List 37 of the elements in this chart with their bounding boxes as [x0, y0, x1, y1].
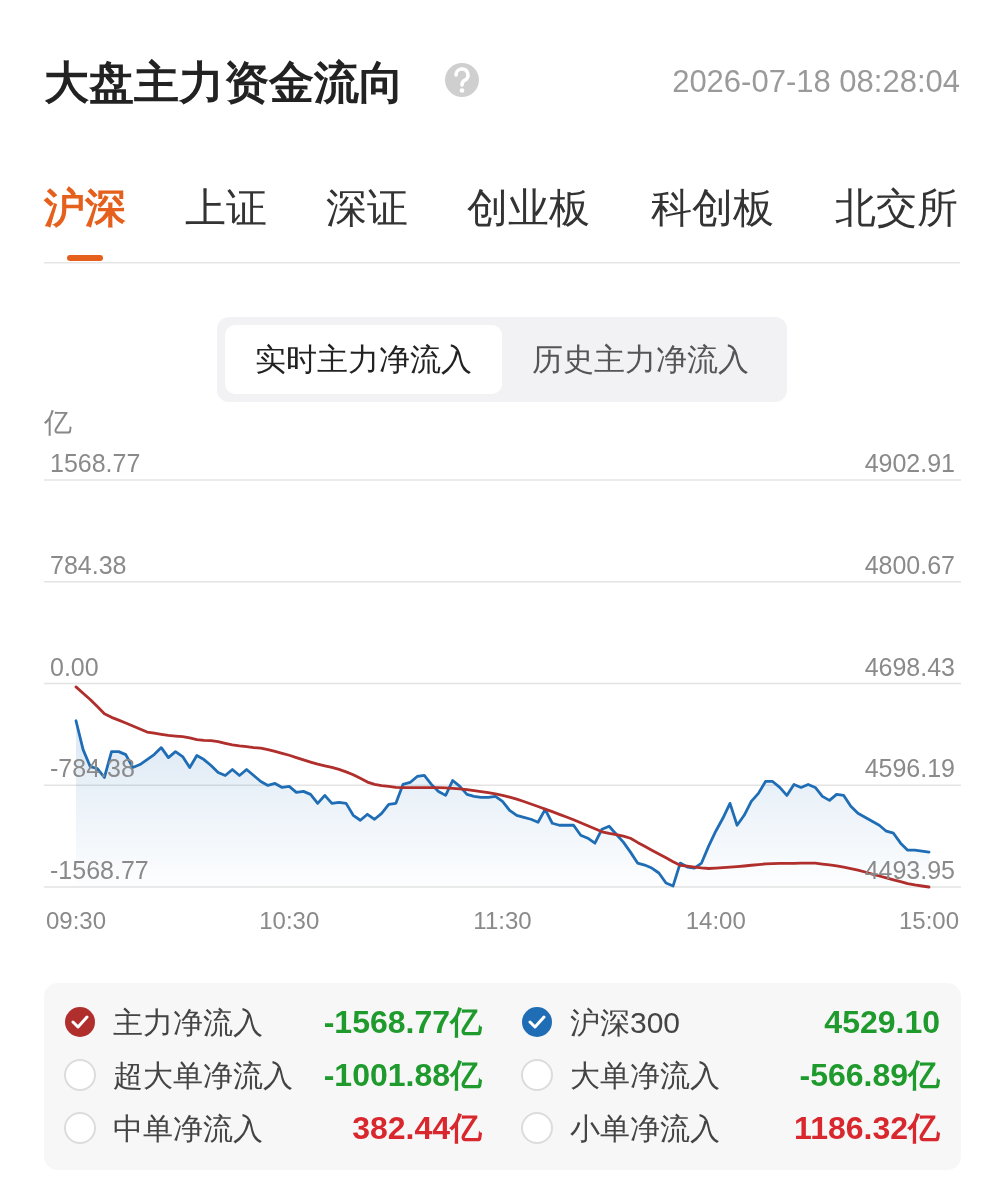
y2-tick-label: 4800.67 — [864, 550, 955, 579]
text: 上证 — [185, 185, 267, 231]
chart-title: 大盘主力资金流向 — [44, 57, 404, 108]
x-tick-label: 14:00 — [685, 907, 746, 934]
text: -566.89亿 — [799, 1057, 941, 1093]
text: 2026-07-18 08:28:04 — [672, 64, 960, 99]
y-tick-label: 0.00 — [50, 652, 99, 681]
text: 382.44亿 — [352, 1110, 483, 1146]
y-tick-label: 784.38 — [50, 550, 127, 579]
text: 大单净流入 — [570, 1059, 720, 1092]
x-tick-label: 15:00 — [898, 907, 960, 934]
x-tick-label: 09:30 — [45, 907, 107, 934]
text: 中单净流入 — [113, 1112, 263, 1145]
legend-label: 沪深300 — [570, 1006, 681, 1039]
text: 超大单净流入 — [113, 1059, 293, 1092]
y2-tick-label: 4902.91 — [864, 449, 955, 477]
y2-tick-label: 4596.19 — [864, 754, 955, 783]
text: 科创板 — [651, 185, 774, 231]
y2-tick-label: 4493.95 — [864, 856, 955, 884]
text: 实时主力净流入 — [254, 342, 472, 377]
y-tick-label: 1568.77 — [50, 449, 141, 477]
legend-label: 主力净流入 — [113, 1006, 263, 1039]
text: 4529.10 — [824, 1004, 940, 1040]
text: 1186.32亿 — [794, 1110, 941, 1146]
y-tick-label: -1568.77 — [50, 856, 149, 884]
text: -1568.77亿 — [323, 1004, 483, 1040]
x-tick-label: 11:30 — [473, 907, 532, 934]
y-axis-title: 亿 — [43, 407, 72, 438]
text: 小单净流入 — [570, 1112, 720, 1145]
text: 沪深 — [43, 185, 126, 231]
text: 深证 — [326, 185, 408, 231]
y2-tick-label: 4698.43 — [864, 652, 955, 681]
text: 创业板 — [467, 185, 590, 231]
text: 北交所 — [835, 185, 958, 231]
text: 历史主力净流入 — [531, 342, 749, 377]
text: -1001.88亿 — [323, 1057, 483, 1093]
x-tick-label: 10:30 — [259, 907, 320, 934]
